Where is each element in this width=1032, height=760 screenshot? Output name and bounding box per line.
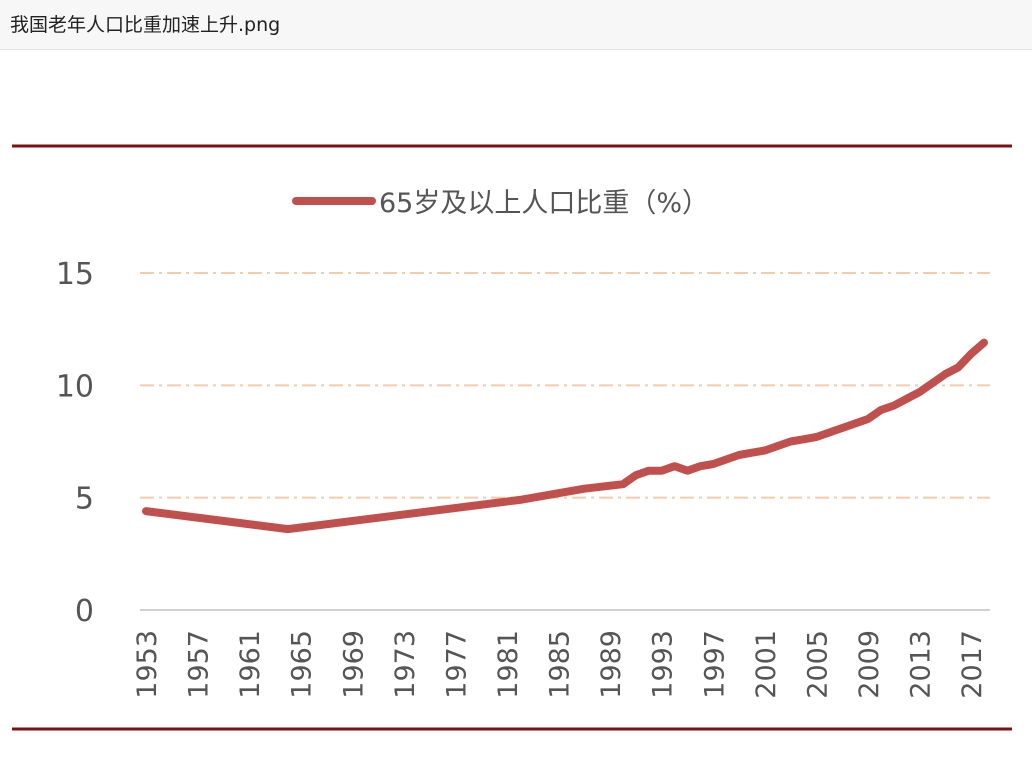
y-tick-label: 5: [75, 482, 94, 517]
x-tick-label: 1969: [338, 630, 369, 699]
y-axis-ticks: 0 5 10 15: [56, 257, 94, 629]
x-axis-ticks: 1953 1957 1961 1965 1969 1973 1977 1981 1985 1989…: [132, 630, 988, 699]
x-tick-label: 1953: [132, 630, 163, 699]
legend-label: 65岁及以上人口比重（%）: [379, 188, 709, 219]
y-tick-label: 15: [56, 257, 94, 292]
window-titlebar: 我国老年人口比重加速上升.png: [0, 0, 1032, 50]
y-tick-label: 10: [56, 369, 94, 404]
x-tick-label: 1985: [545, 630, 576, 699]
x-tick-label: 2017: [957, 630, 988, 699]
x-tick-label: 1981: [493, 630, 524, 699]
x-tick-label: 1957: [184, 630, 215, 699]
x-tick-label: 2009: [854, 630, 885, 699]
series-line: [142, 338, 988, 534]
x-tick-label: 1965: [287, 630, 318, 699]
x-tick-label: 1961: [235, 630, 266, 699]
grid: [140, 272, 990, 499]
legend: 65岁及以上人口比重（%）: [292, 188, 709, 219]
x-tick-label: 1993: [648, 630, 679, 699]
y-tick-label: 0: [75, 594, 94, 629]
x-tick-label: 1977: [441, 630, 472, 699]
x-tick-label: 1989: [596, 630, 627, 699]
window-title: 我国老年人口比重加速上升.png: [10, 14, 281, 36]
x-tick-label: 2013: [906, 630, 937, 699]
x-tick-label: 1973: [390, 630, 421, 699]
x-tick-label: 1997: [699, 630, 730, 699]
x-tick-label: 2005: [802, 630, 833, 699]
x-tick-label: 2001: [751, 630, 782, 699]
